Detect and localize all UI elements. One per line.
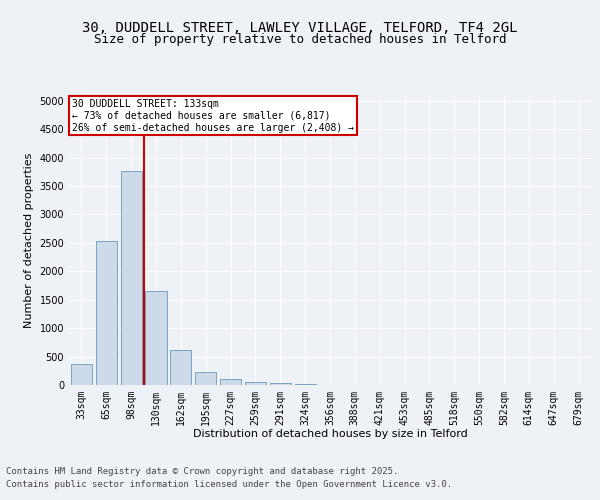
Text: 30, DUDDELL STREET, LAWLEY VILLAGE, TELFORD, TF4 2GL: 30, DUDDELL STREET, LAWLEY VILLAGE, TELF… — [82, 20, 518, 34]
Bar — [121, 171, 142, 385]
Text: 30 DUDDELL STREET: 133sqm
← 73% of detached houses are smaller (6,817)
26% of se: 30 DUDDELL STREET: 133sqm ← 73% of detac… — [71, 100, 353, 132]
Bar — [170, 350, 191, 385]
Text: Contains HM Land Registry data © Crown copyright and database right 2025.: Contains HM Land Registry data © Crown c… — [6, 467, 398, 476]
Bar — [295, 384, 316, 385]
Bar — [195, 372, 216, 385]
X-axis label: Distribution of detached houses by size in Telford: Distribution of detached houses by size … — [193, 430, 467, 440]
Text: Contains public sector information licensed under the Open Government Licence v3: Contains public sector information licen… — [6, 480, 452, 489]
Text: Size of property relative to detached houses in Telford: Size of property relative to detached ho… — [94, 34, 506, 46]
Y-axis label: Number of detached properties: Number of detached properties — [24, 152, 34, 328]
Bar — [71, 364, 92, 385]
Bar — [220, 380, 241, 385]
Bar — [245, 382, 266, 385]
Bar — [96, 241, 117, 385]
Bar — [270, 384, 291, 385]
Bar — [145, 291, 167, 385]
